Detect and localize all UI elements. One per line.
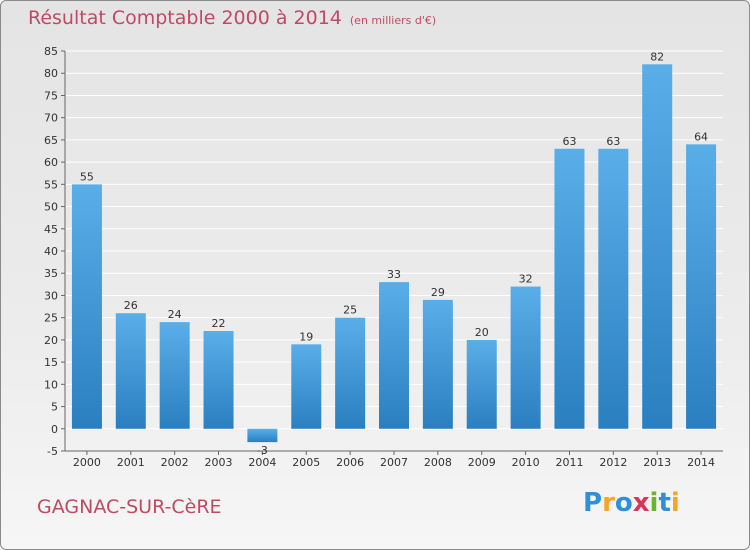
y-tick-label: -5 [47, 445, 58, 458]
y-tick-label: 5 [51, 401, 58, 414]
bar-2002 [159, 322, 190, 429]
x-tick-label: 2008 [424, 456, 452, 469]
bar-2008 [422, 299, 453, 429]
data-label: 64 [694, 130, 708, 143]
y-tick-label: 65 [44, 134, 58, 147]
place-name: GAGNAC-SUR-CèRE [37, 496, 222, 518]
y-tick-label: 50 [44, 201, 58, 214]
x-tick-label: 2009 [468, 456, 496, 469]
data-label: 32 [519, 273, 533, 286]
y-tick-label: 80 [44, 67, 58, 80]
data-label: 24 [168, 308, 182, 321]
data-label: 25 [343, 304, 357, 317]
x-tick-label: 2007 [380, 456, 408, 469]
y-tick-label: 30 [44, 289, 58, 302]
x-tick-label: 2012 [599, 456, 627, 469]
y-tick-label: 45 [44, 223, 58, 236]
y-tick-label: 0 [51, 423, 58, 436]
x-tick-label: 2010 [512, 456, 540, 469]
data-label: 20 [475, 326, 489, 339]
y-tick-label: 20 [44, 334, 58, 347]
x-tick-label: 2004 [248, 456, 276, 469]
x-tick-label: 2003 [205, 456, 233, 469]
x-tick-label: 2014 [687, 456, 715, 469]
bar-2005 [291, 344, 322, 429]
x-tick-label: 2000 [73, 456, 101, 469]
x-tick-label: 2013 [643, 456, 671, 469]
bar-2011 [554, 148, 585, 429]
data-label: 29 [431, 286, 445, 299]
y-tick-label: 60 [44, 156, 58, 169]
data-label: 33 [387, 268, 401, 281]
bar-2004 [247, 428, 278, 443]
x-tick-label: 2006 [336, 456, 364, 469]
x-tick-label: 2005 [292, 456, 320, 469]
data-label: 63 [562, 135, 576, 148]
data-label: -3 [257, 444, 268, 457]
bar-2012 [598, 148, 629, 429]
bar-2006 [335, 317, 366, 429]
x-tick-label: 2011 [555, 456, 583, 469]
bar-2010 [510, 286, 541, 429]
y-tick-label: 55 [44, 178, 58, 191]
y-tick-label: 25 [44, 312, 58, 325]
y-tick-label: 40 [44, 245, 58, 258]
y-tick-label: 10 [44, 378, 58, 391]
y-tick-label: 85 [44, 45, 58, 58]
bar-2001 [115, 313, 146, 429]
data-label: 63 [606, 135, 620, 148]
proxiti-logo: Proxiti [583, 488, 680, 518]
x-tick-label: 2002 [161, 456, 189, 469]
x-tick-label: 2001 [117, 456, 145, 469]
bar-2007 [379, 282, 409, 429]
chart-title: Résultat Comptable 2000 à 2014 (en millie… [28, 7, 436, 29]
data-label: 19 [299, 330, 313, 343]
bar-2000 [71, 184, 102, 429]
bar-2014 [686, 144, 717, 429]
y-tick-label: 75 [44, 89, 58, 102]
data-label: 82 [650, 50, 664, 63]
chart-subtitle: (en milliers d'€) [349, 14, 437, 27]
chart-title-text: Résultat Comptable 2000 à 2014 [28, 7, 342, 29]
y-tick-label: 70 [44, 112, 58, 125]
bar-2003 [203, 331, 234, 429]
bar-2013 [642, 64, 673, 429]
data-label: 26 [124, 299, 138, 312]
data-label: 55 [80, 170, 94, 183]
data-label: 22 [212, 317, 226, 330]
y-tick-label: 35 [44, 267, 58, 280]
bar-2009 [466, 339, 497, 429]
y-tick-label: 15 [44, 356, 58, 369]
